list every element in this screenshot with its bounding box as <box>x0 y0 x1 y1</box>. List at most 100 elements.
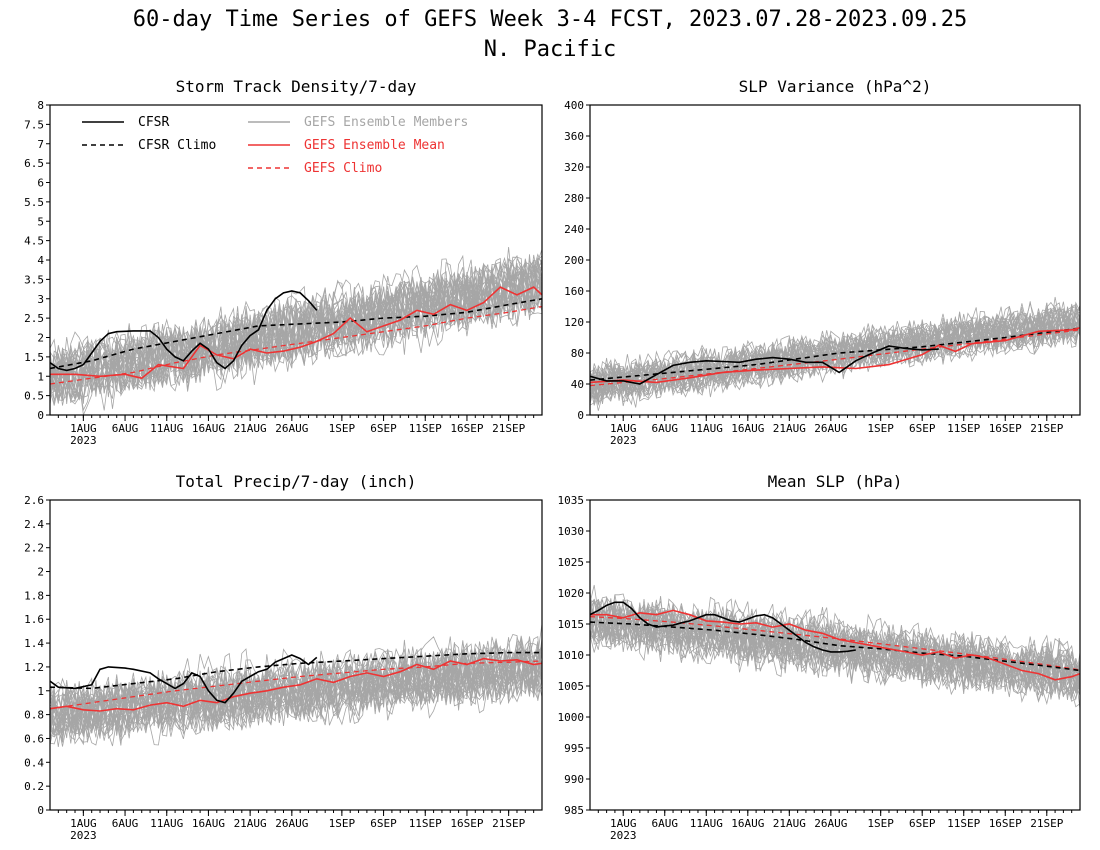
x-tick-label: 26AUG <box>275 817 308 830</box>
x-tick-label: 11SEP <box>409 817 442 830</box>
ensemble-member-line <box>590 600 1080 691</box>
y-tick-label: 80 <box>571 347 584 360</box>
y-axis: 0 40 80 120 160 200 240 280 320 360 400 <box>564 99 590 422</box>
y-tick-label: 7.5 <box>24 118 44 131</box>
y-tick-label: 1010 <box>558 649 585 662</box>
x-tick-label: 1AUG <box>610 422 637 435</box>
x-tick-label: 21AUG <box>234 817 267 830</box>
legend-label-ens-mean: GEFS Ensemble Mean <box>304 138 445 153</box>
ensemble-member-line <box>50 269 542 406</box>
x-tick-label: 6AUG <box>651 422 678 435</box>
y-tick-label: 7 <box>37 138 44 151</box>
x-tick-label: 6AUG <box>112 817 139 830</box>
x-tick-label: 16AUG <box>192 817 225 830</box>
x-tick-label: 16AUG <box>731 817 764 830</box>
y-tick-label: 400 <box>564 99 584 112</box>
ensemble-members <box>50 623 542 748</box>
y-tick-label: 320 <box>564 161 584 174</box>
y-tick-label: 0 <box>577 409 584 422</box>
series-line-cfsr-climo <box>50 651 542 690</box>
x-tick-label: 6AUG <box>112 422 139 435</box>
y-tick-label: 1020 <box>558 587 585 600</box>
x-tick-label: 1AUG <box>70 817 97 830</box>
y-tick-label: 1005 <box>558 680 585 693</box>
series-lines <box>590 601 1080 681</box>
series-line-gefs-climo <box>50 305 542 385</box>
y-tick-label: 990 <box>564 773 584 786</box>
x-tick-label: 16SEP <box>450 817 483 830</box>
y-tick-label: 0 <box>37 409 44 422</box>
x-tick-label: 16SEP <box>989 817 1022 830</box>
y-tick-label: 2 <box>37 332 44 345</box>
plot-frame <box>49 499 543 811</box>
x-tick-label: 21AUG <box>773 422 806 435</box>
ensemble-member-line <box>50 261 542 398</box>
y-tick-label: 985 <box>564 804 584 817</box>
x-tick-label: 21AUG <box>773 817 806 830</box>
x-year-label: 2023 <box>610 829 637 842</box>
y-tick-label: 0.5 <box>24 390 44 403</box>
y-axis: 0 0.2 0.4 0.6 0.8 1 1.2 1.4 1.6 1.8 2 2.2 2.4 2.6 <box>24 494 50 817</box>
x-year-label: 2023 <box>610 434 637 447</box>
x-axis: 1AUG 6AUG 11AUG 16AUG 21AUG 26AUG 1SEP 6SEP 11SE… <box>57 810 535 842</box>
y-tick-label: 8 <box>37 99 44 112</box>
series-line-cfsr-climo <box>590 621 1080 672</box>
legend-label-cfsr-climo: CFSR Climo <box>138 138 216 153</box>
y-tick-label: 280 <box>564 192 584 205</box>
ensemble-members <box>590 584 1080 710</box>
ensemble-member-line <box>50 255 542 383</box>
figure-subtitle: N. Pacific <box>484 37 616 62</box>
y-tick-label: 1015 <box>558 618 585 631</box>
legend-label-members: GEFS Ensemble Members <box>304 115 468 130</box>
y-tick-label: 1.5 <box>24 351 44 364</box>
y-tick-label: 1000 <box>558 711 585 724</box>
x-tick-label: 1SEP <box>867 817 894 830</box>
x-tick-label: 11AUG <box>150 422 183 435</box>
x-tick-label: 1SEP <box>329 817 356 830</box>
y-tick-label: 240 <box>564 223 584 236</box>
y-tick-label: 5 <box>37 215 44 228</box>
y-tick-label: 1025 <box>558 556 585 569</box>
x-axis: 1AUG 6AUG 11AUG 16AUG 21AUG 26AUG 1SEP 6SEP 11SE… <box>57 415 535 447</box>
y-tick-label: 1 <box>37 370 44 383</box>
series-line-cfsr <box>590 345 939 385</box>
x-tick-label: 16AUG <box>731 422 764 435</box>
y-tick-label: 4 <box>37 254 44 267</box>
y-tick-label: 0.6 <box>24 732 44 745</box>
y-tick-label: 1 <box>37 685 44 698</box>
legend: CFSR CFSR Climo GEFS Ensemble Members GEFS … <box>82 115 468 176</box>
y-tick-label: 360 <box>564 130 584 143</box>
y-tick-label: 0.8 <box>24 709 44 722</box>
ensemble-member-line <box>50 660 542 747</box>
series-line-gefs-ensemble-mean <box>50 286 542 380</box>
x-tick-label: 6SEP <box>909 422 936 435</box>
y-tick-label: 4.5 <box>24 235 44 248</box>
y-tick-label: 40 <box>571 378 584 391</box>
ensemble-members <box>590 296 1080 411</box>
y-tick-label: 0.4 <box>24 756 44 769</box>
x-tick-label: 11SEP <box>947 422 980 435</box>
y-tick-label: 0 <box>37 804 44 817</box>
series-lines <box>590 327 1080 387</box>
y-tick-label: 1.2 <box>24 661 44 674</box>
ensemble-member-line <box>50 260 542 401</box>
y-tick-label: 200 <box>564 254 584 267</box>
y-tick-label: 160 <box>564 285 584 298</box>
y-tick-label: 2.5 <box>24 312 44 325</box>
x-tick-label: 26AUG <box>814 817 847 830</box>
series-line-gefs-climo <box>590 615 1080 671</box>
x-tick-label: 11SEP <box>947 817 980 830</box>
y-axis: 985 990 995 1000 1005 1010 1015 1020 1025 1030 103… <box>558 494 590 817</box>
x-tick-label: 21SEP <box>492 422 525 435</box>
ensemble-member-line <box>50 262 542 400</box>
x-tick-label: 6SEP <box>909 817 936 830</box>
x-tick-label: 11AUG <box>690 817 723 830</box>
x-tick-label: 1AUG <box>610 817 637 830</box>
ensemble-member-line <box>590 600 1080 693</box>
y-tick-label: 5.5 <box>24 196 44 209</box>
ensemble-member-line <box>50 648 542 737</box>
x-tick-label: 11AUG <box>690 422 723 435</box>
x-tick-label: 21AUG <box>234 422 267 435</box>
chart-panels: Storm Track Density/7-day 0 0.5 1 1.5 2 2.5 3 3.… <box>24 77 1081 842</box>
